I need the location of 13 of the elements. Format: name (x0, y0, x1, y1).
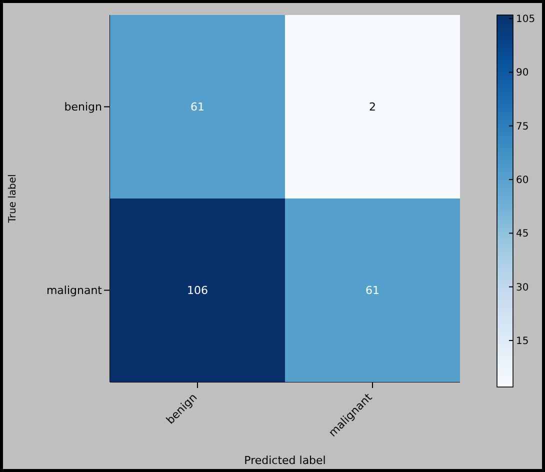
data-label: 106 (187, 284, 208, 298)
data-label: 2 (369, 100, 376, 114)
color-bar-label: 15 (516, 336, 529, 347)
x-axis-title: Predicted label (244, 454, 326, 467)
data-label: 61 (190, 100, 204, 114)
color-bar-label: 75 (516, 121, 529, 132)
color-bar-label: 105 (516, 14, 536, 26)
color-bar-label: 45 (516, 228, 529, 240)
data-label: 61 (366, 284, 380, 298)
color-bar-label: 90 (516, 68, 529, 79)
color-bar-label: 60 (516, 175, 529, 186)
y-axis-title: True label (8, 174, 19, 224)
color-bar-label: 30 (516, 282, 529, 294)
